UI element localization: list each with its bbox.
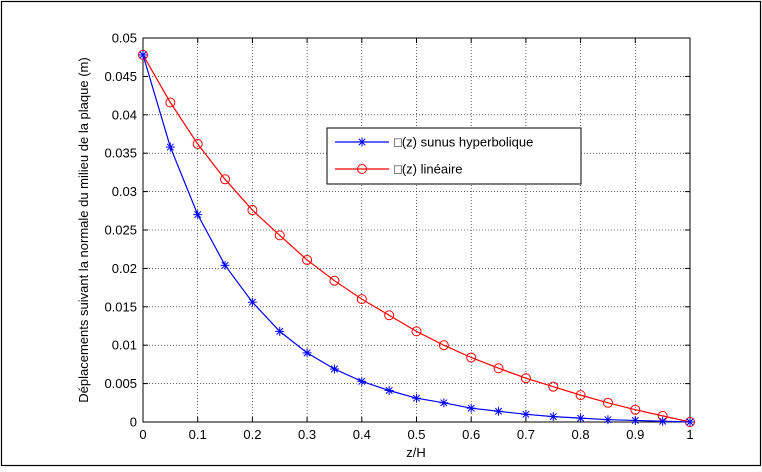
x-tick-label: 0.4 bbox=[353, 427, 371, 442]
data-point bbox=[439, 398, 449, 408]
data-point bbox=[220, 260, 230, 270]
x-tick-label: 0.1 bbox=[189, 427, 207, 442]
x-tick-label: 0.5 bbox=[407, 427, 425, 442]
data-point bbox=[521, 409, 531, 419]
x-tick-label: 0.7 bbox=[517, 427, 535, 442]
data-point bbox=[520, 373, 531, 384]
data-point bbox=[357, 376, 367, 386]
y-axis-label: Déplacements suivant la normale du milie… bbox=[76, 57, 91, 402]
x-tick-label: 1 bbox=[686, 427, 693, 442]
data-point bbox=[329, 364, 339, 374]
data-point bbox=[466, 403, 476, 413]
x-tick-label: 0.8 bbox=[572, 427, 590, 442]
data-point bbox=[466, 352, 477, 363]
data-point bbox=[493, 363, 504, 374]
data-point bbox=[356, 294, 367, 305]
legend-marker bbox=[357, 164, 367, 174]
data-point bbox=[192, 138, 203, 149]
data-point bbox=[548, 412, 558, 422]
data-point bbox=[685, 417, 695, 427]
data-point bbox=[165, 97, 176, 108]
legend: □(z) sunus hyperbolique □(z) linéaire bbox=[326, 127, 582, 185]
data-point bbox=[576, 413, 586, 423]
x-tick-label: 0.2 bbox=[243, 427, 261, 442]
plot-frame bbox=[142, 37, 691, 423]
legend-label: □(z) sunus hyperbolique bbox=[394, 135, 533, 150]
data-point bbox=[575, 390, 586, 401]
data-point bbox=[603, 415, 613, 425]
data-point bbox=[384, 310, 395, 321]
y-tick-label: 0.01 bbox=[112, 338, 137, 353]
data-point bbox=[138, 50, 148, 60]
axis-ticks: 0 0.1 0.2 0.3 0.4 0.5 0.6 0.7 0.8 0.9 1 0 0.005 0.01 0… bbox=[104, 31, 693, 443]
data-point bbox=[220, 174, 231, 185]
data-point bbox=[411, 326, 422, 337]
data-point bbox=[247, 205, 258, 216]
data-point bbox=[494, 406, 504, 416]
data-point bbox=[274, 230, 285, 241]
legend-label: □(z) linéaire bbox=[394, 162, 463, 177]
data-point bbox=[302, 348, 312, 358]
data-point bbox=[412, 393, 421, 403]
data-point bbox=[438, 340, 449, 351]
x-tick-label: 0.9 bbox=[626, 427, 644, 442]
x-tick-label: 0.3 bbox=[298, 427, 316, 442]
y-tick-label: 0.03 bbox=[112, 184, 137, 199]
y-tick-label: 0.02 bbox=[112, 261, 137, 276]
data-point bbox=[630, 415, 640, 425]
y-tick-label: 0.05 bbox=[112, 31, 137, 46]
y-tick-label: 0 bbox=[130, 415, 137, 430]
data-point bbox=[384, 386, 394, 396]
series-line bbox=[142, 54, 691, 423]
y-tick-label: 0.04 bbox=[112, 107, 137, 122]
y-tick-label: 0.045 bbox=[104, 69, 137, 84]
y-tick-label: 0.015 bbox=[104, 299, 137, 314]
x-tick-label: 0.6 bbox=[462, 427, 480, 442]
data-point bbox=[275, 326, 285, 336]
data-point bbox=[302, 254, 313, 265]
y-tick-label: 0.035 bbox=[104, 146, 137, 161]
x-axis-label: z/H bbox=[406, 445, 426, 460]
data-point bbox=[548, 381, 559, 392]
data-point bbox=[193, 210, 203, 220]
data-point bbox=[247, 297, 257, 307]
legend-entry: □(z) linéaire bbox=[335, 162, 463, 177]
legend-box bbox=[326, 127, 582, 185]
series-hyperbolique bbox=[138, 50, 695, 427]
data-point bbox=[329, 275, 340, 286]
y-tick-label: 0.005 bbox=[104, 376, 137, 391]
x-tick-label: 0 bbox=[139, 427, 146, 442]
series-layer bbox=[138, 49, 695, 427]
data-point bbox=[658, 416, 668, 426]
data-point bbox=[630, 404, 641, 415]
data-point bbox=[165, 142, 175, 152]
legend-entry: □(z) sunus hyperbolique bbox=[335, 135, 533, 150]
data-point bbox=[602, 397, 613, 408]
axis-labels: z/H Déplacements suivant la normale du m… bbox=[76, 57, 426, 460]
y-tick-label: 0.025 bbox=[104, 223, 137, 238]
legend-marker bbox=[357, 137, 367, 147]
